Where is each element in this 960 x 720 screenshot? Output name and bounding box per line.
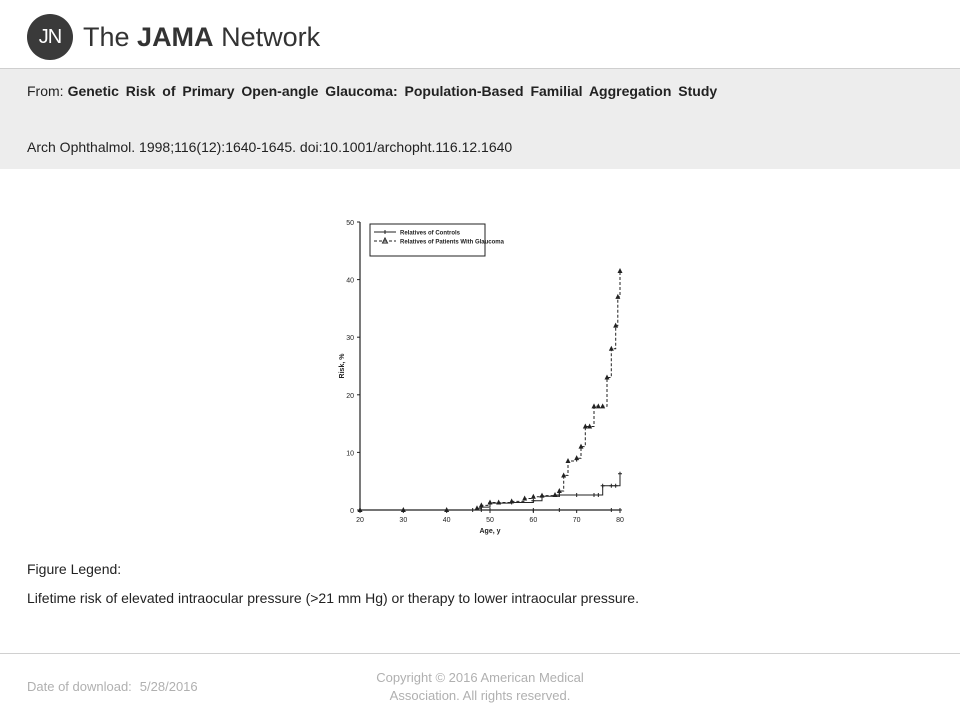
- x-axis-title: Age, y: [479, 528, 500, 535]
- x-tick-label: 80: [616, 517, 624, 524]
- data-point-triangle: [478, 502, 484, 508]
- data-point-triangle: [565, 458, 571, 464]
- data-point-plus: [609, 483, 614, 488]
- x-tick-label: 60: [529, 517, 537, 524]
- logo-wordmark: The JAMA Network: [83, 22, 320, 53]
- y-tick-label: 30: [346, 335, 354, 342]
- y-tick-label: 40: [346, 278, 354, 285]
- data-point-triangle: [522, 495, 528, 501]
- x-tick-label: 30: [399, 517, 407, 524]
- legend-entry: Relatives of Controls: [400, 231, 461, 237]
- data-point-plus: [540, 494, 544, 499]
- footer-divider: [0, 653, 960, 654]
- legend-swatch-plus: [383, 230, 387, 234]
- data-point-triangle: [604, 374, 610, 380]
- citation: Arch Ophthalmol. 1998;116(12):1640-1645.…: [27, 139, 513, 155]
- data-point-plus: [470, 508, 475, 512]
- logo-network: Network: [221, 21, 321, 52]
- legend-entry: Relatives of Patients With Glaucoma: [400, 240, 505, 246]
- data-point-plus: [618, 508, 622, 512]
- data-point-triangle: [615, 293, 621, 299]
- data-point-plus: [531, 498, 536, 503]
- download-value: 5/28/2016: [139, 679, 198, 694]
- data-point-triangle: [574, 455, 580, 461]
- data-point-plus: [358, 508, 362, 512]
- download-label: Date of download:: [27, 679, 132, 694]
- logo-the: The: [83, 21, 130, 52]
- article-title[interactable]: Genetic Risk of Primary Open-angle Glauc…: [67, 83, 718, 99]
- data-point-triangle: [587, 423, 593, 429]
- data-point-plus: [618, 471, 622, 476]
- data-point-triangle: [591, 403, 597, 409]
- data-point-plus: [557, 493, 562, 498]
- data-point-triangle: [608, 345, 614, 351]
- data-point-triangle: [561, 472, 567, 478]
- y-tick-label: 10: [346, 450, 354, 457]
- data-point-plus: [574, 493, 579, 498]
- y-tick-label: 50: [346, 220, 354, 227]
- chart-svg: 0 10 20 30 40 50 20 30 40 50 60 70 80 Age, y Risk, % Re…: [339, 220, 624, 535]
- data-point-plus: [600, 483, 605, 488]
- copyright-notice: Copyright © 2016 American Medical Associa…: [340, 669, 620, 705]
- data-point-plus: [531, 508, 536, 512]
- data-point-triangle: [600, 403, 606, 409]
- data-point-triangle: [530, 493, 536, 499]
- data-point-plus: [509, 500, 514, 505]
- copyright-line-2: Association. All rights reserved.: [389, 688, 571, 703]
- data-point-plus: [557, 508, 562, 512]
- figure-legend-heading: Figure Legend:: [27, 561, 122, 577]
- data-point-triangle: [613, 322, 619, 328]
- jama-network-logo: JN The JAMA Network: [27, 12, 320, 62]
- figure-legend-text: Lifetime risk of elevated intraocular pr…: [27, 590, 639, 606]
- risk-chart: 0 10 20 30 40 50 20 30 40 50 60 70 80 Age, y Risk, % Re…: [330, 210, 630, 540]
- x-tick-label: 20: [356, 517, 364, 524]
- data-point-plus: [596, 493, 601, 498]
- data-point-triangle: [556, 487, 562, 493]
- data-point-plus: [479, 505, 484, 510]
- data-point-triangle: [582, 423, 588, 429]
- y-tick-label: 20: [346, 393, 354, 400]
- data-point-triangle: [617, 267, 623, 273]
- series-line-1: [360, 271, 621, 511]
- data-point-triangle: [474, 505, 480, 511]
- from-line: From: Genetic Risk of Primary Open-angle …: [27, 83, 717, 99]
- from-label: From:: [27, 83, 64, 99]
- data-point-plus: [488, 508, 492, 512]
- logo-jama: JAMA: [137, 21, 214, 52]
- data-point-plus: [609, 508, 614, 512]
- data-point-plus: [592, 493, 596, 498]
- x-tick-label: 40: [443, 517, 451, 524]
- data-point-triangle: [595, 403, 601, 409]
- y-axis-title: Risk, %: [339, 353, 346, 379]
- data-point-triangle: [578, 443, 584, 449]
- article-header: From: Genetic Risk of Primary Open-angle …: [0, 68, 960, 169]
- legend-box: [369, 223, 486, 257]
- data-point-plus: [613, 483, 618, 488]
- x-tick-label: 50: [486, 517, 494, 524]
- y-tick-label: 0: [350, 508, 354, 515]
- jn-logo-mark: JN: [27, 14, 73, 60]
- x-tick-label: 70: [573, 517, 581, 524]
- download-date: Date of download: 5/28/2016: [27, 679, 198, 694]
- copyright-line-1: Copyright © 2016 American Medical: [376, 670, 584, 685]
- data-point-plus: [488, 501, 492, 506]
- legend-swatch-triangle: [381, 236, 389, 244]
